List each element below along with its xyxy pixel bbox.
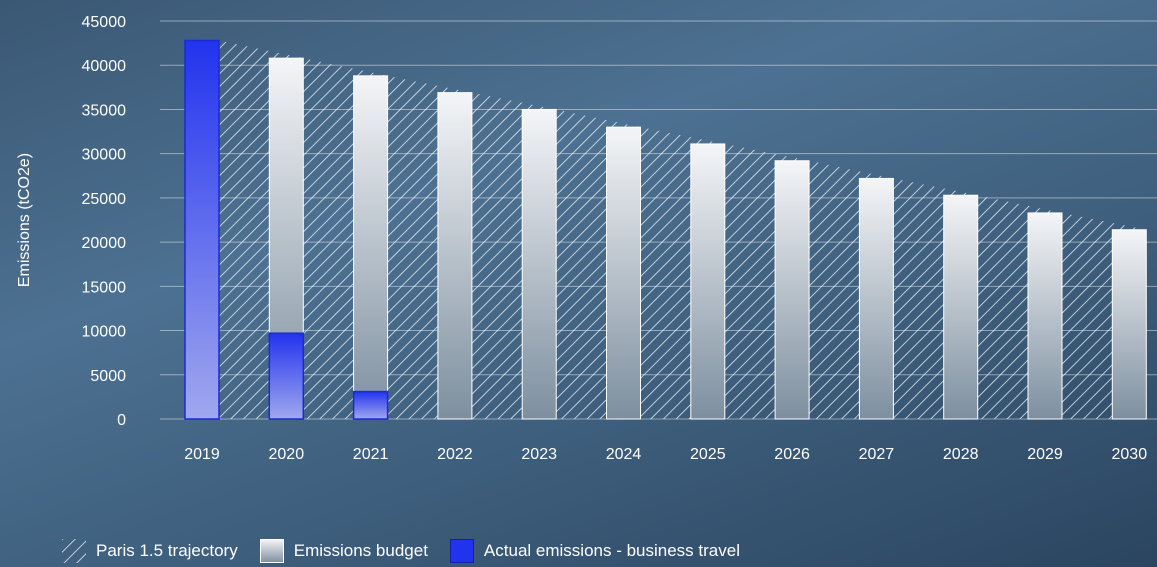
y-tick-label: 40000 [82,58,127,75]
x-tick-label: 2024 [606,446,642,463]
solid-swatch-icon [449,539,474,563]
y-tick-label: 25000 [82,191,127,208]
hatch-swatch-icon [62,539,86,563]
budget-bar[interactable] [437,92,473,420]
budget-bar[interactable] [353,75,389,420]
x-tick-label: 2021 [353,446,389,463]
x-tick-label: 2030 [1112,446,1148,463]
budget-bar[interactable] [774,160,810,420]
trajectory-area [185,40,1147,420]
legend: Paris 1.5 trajectory Emissions budget Ac… [62,538,762,564]
legend-label-budget: Emissions budget [293,541,428,560]
actual-bar[interactable] [352,390,389,420]
x-tick-label: 2029 [1027,446,1063,463]
budget-bar[interactable] [606,126,641,420]
y-tick-label: 10000 [82,324,127,341]
y-tick-label: 45000 [82,14,127,31]
y-tick-label: 35000 [82,102,127,119]
y-tick-labels: 0 5000 10000 15000 20000 25000 30000 35000 40000… [82,14,127,429]
x-tick-label: 2023 [521,446,557,463]
budget-bar[interactable] [1027,212,1063,420]
x-tick-label: 2026 [774,446,810,463]
legend-item-paris[interactable]: Paris 1.5 trajectory [62,539,238,563]
budget-bar[interactable] [521,108,557,420]
y-tick-label: 30000 [82,147,127,164]
x-tick-label: 2020 [269,446,305,463]
x-tick-label: 2028 [943,446,979,463]
actual-bar[interactable] [268,332,305,420]
y-axis-title: Emissions (tCO2e) [16,153,33,287]
budget-bar[interactable] [1111,229,1147,420]
actual-bar[interactable] [184,39,220,420]
legend-label-actual: Actual emissions - business travel [483,541,740,560]
actual-bars [184,39,389,420]
budget-bar[interactable] [858,177,894,420]
y-tick-label: 5000 [90,368,126,385]
x-tick-label: 2022 [437,446,473,463]
y-tick-label: 0 [117,412,126,429]
y-tick-label: 20000 [82,235,127,252]
budget-bar[interactable] [690,143,726,420]
paris-trajectory-area [185,40,1147,420]
x-tick-label: 2019 [184,446,220,463]
legend-item-budget[interactable]: Emissions budget [259,539,428,563]
x-tick-labels: 2019 2020 2021 2022 2023 2024 2025 2026 2027 2028… [184,446,1147,463]
legend-item-actual[interactable]: Actual emissions - business travel [449,539,740,563]
legend-label-paris: Paris 1.5 trajectory [96,541,238,560]
gradient-swatch-icon [259,539,284,563]
x-tick-label: 2025 [690,446,726,463]
budget-bar[interactable] [943,194,979,420]
x-tick-label: 2027 [859,446,895,463]
y-tick-label: 15000 [82,279,127,296]
